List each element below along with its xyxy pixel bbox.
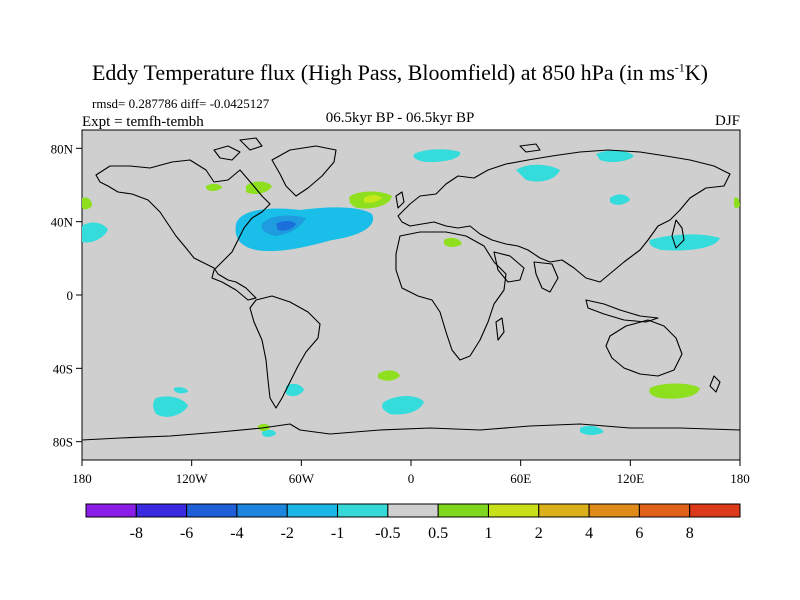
x-tick-label: 120E: [617, 471, 645, 486]
x-tick-label: 180: [730, 471, 750, 486]
coastline-arctic-islands: [213, 137, 541, 161]
coastline-japan: [671, 219, 685, 249]
colorbar-swatch: [437, 503, 489, 518]
colorbar-swatch: [387, 503, 439, 518]
colorbar-swatch: [487, 503, 540, 518]
colorbar-label: 0.5: [428, 525, 448, 542]
coastline-indonesia: [585, 299, 659, 323]
anomaly-arctic-east: [596, 150, 634, 163]
colorbar-swatch: [689, 503, 741, 518]
colorbar-swatch: [337, 503, 389, 518]
anomaly-south-atlantic: [382, 396, 424, 415]
figure-title: Eddy Temperature flux (High Pass, Bloomf…: [91, 60, 708, 85]
anomaly-north-atlantic-deep: [276, 221, 296, 231]
anomaly-north-atlantic: [235, 207, 374, 252]
anomaly-barents: [516, 164, 560, 182]
coastline-madagascar: [495, 317, 505, 341]
colorbar-swatch: [236, 503, 288, 518]
colorbar-label: -6: [180, 525, 193, 542]
anomaly-siberia: [610, 194, 630, 205]
x-tick-label: 0: [408, 471, 415, 486]
coastline-antarctica: [81, 423, 741, 441]
anomaly-north-africa: [444, 237, 462, 247]
colorbar-label: 2: [535, 525, 543, 542]
negative-anomaly-patches: [82, 149, 720, 437]
coastlines: [81, 137, 741, 441]
coastline-australia: [605, 319, 683, 377]
positive-anomaly-patches: [82, 181, 740, 431]
stats-line: rmsd= 0.287786 diff= -0.0425127: [92, 96, 270, 111]
anomaly-hudson: [206, 183, 222, 191]
x-axis: 180 120W 60W 0 60E 120E 180: [72, 460, 750, 486]
anomaly-antarctic-coast: [580, 425, 604, 435]
anomaly-pacific-east: [82, 222, 108, 243]
x-tick-label: 60W: [289, 471, 315, 486]
colorbar-label: -4: [230, 525, 243, 542]
y-tick-label: 80N: [51, 141, 74, 156]
anomaly-south-america: [286, 383, 304, 397]
x-tick-label: 120W: [176, 471, 209, 486]
colorbar-swatch: [135, 503, 188, 518]
colorbar-swatch: [538, 503, 590, 518]
anomaly-south-indian: [649, 383, 700, 399]
y-tick-label: 40S: [53, 361, 73, 376]
period-label: 06.5kyr BP - 06.5kyr BP: [325, 110, 475, 126]
anomaly-antarctic-west: [262, 429, 276, 437]
colorbar-label: 6: [635, 525, 643, 542]
coastline-india: [533, 261, 559, 293]
coastline-new-zealand: [709, 375, 721, 393]
y-tick-label: 40N: [51, 215, 74, 230]
anomaly-sw-pacific: [153, 396, 188, 417]
y-tick-label: 80S: [53, 435, 73, 450]
colorbar: -8 -6 -4 -2 -1 -0.5 0.5 1 2 4 6 8: [85, 503, 741, 542]
colorbar-swatch: [286, 503, 339, 518]
coastline-north-america: [95, 159, 271, 301]
anomaly-south-pacific-small: [174, 387, 188, 394]
coastline-south-america: [249, 295, 321, 409]
anomaly-south-atlantic-green: [378, 370, 400, 381]
x-tick-label: 60E: [510, 471, 531, 486]
coastline-arabia: [493, 251, 525, 283]
anomaly-north-atlantic-east-core: [364, 195, 382, 203]
colorbar-label: 1: [484, 525, 492, 542]
coastline-uk: [395, 191, 405, 209]
y-tick-label: 0: [67, 288, 74, 303]
colorbar-label: 4: [585, 525, 593, 542]
experiment-label: Expt = temfh-tembh: [82, 114, 204, 130]
anomaly-north-pacific-west: [649, 234, 720, 251]
colorbar-label: -0.5: [375, 525, 400, 542]
anomaly-pacific-east-edge: [734, 197, 740, 209]
x-tick-label: 180: [72, 471, 92, 486]
colorbar-swatch: [186, 503, 238, 518]
season-label: DJF: [714, 113, 740, 129]
colorbar-label: 8: [686, 525, 694, 542]
colorbar-label: -8: [130, 525, 143, 542]
y-axis: 80N 40N 0 40S 80S: [51, 141, 82, 450]
colorbar-swatch: [85, 503, 137, 518]
colorbar-swatch: [588, 503, 640, 518]
anomaly-greenland-sea: [413, 149, 461, 162]
colorbar-label: -1: [331, 525, 344, 542]
colorbar-swatch: [638, 503, 691, 518]
anomaly-pacific-west-green: [82, 197, 92, 210]
coastline-africa: [395, 231, 507, 361]
coastline-eurasia: [397, 149, 731, 283]
coastline-greenland: [271, 145, 337, 197]
colorbar-label: -2: [281, 525, 294, 542]
